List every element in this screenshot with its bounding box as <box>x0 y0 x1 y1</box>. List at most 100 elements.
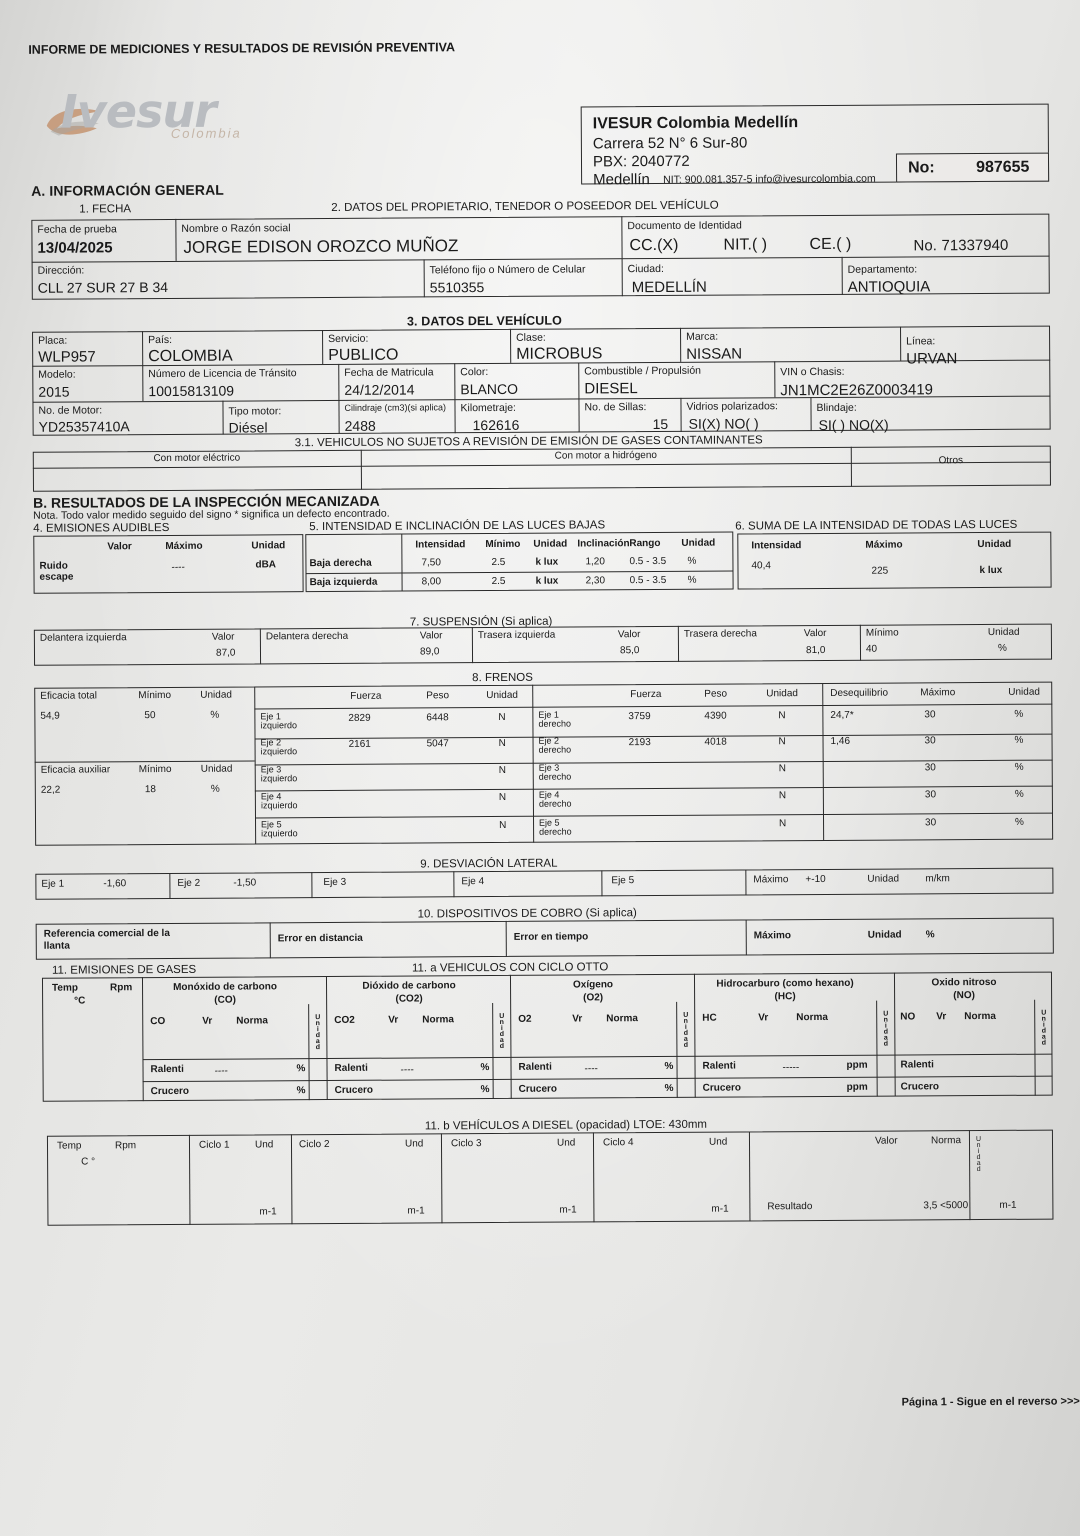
s8-row2-left2: izquierdo <box>260 773 298 784</box>
ciclo-1-unit: m-1 <box>407 1205 425 1217</box>
fecha-prueba-label: Fecha de prueba <box>37 223 117 236</box>
s10-unidad-label: Unidad <box>867 929 902 941</box>
s8-peso-header: Peso <box>426 690 450 702</box>
s8-row1-lp: 5047 <box>426 738 449 750</box>
s8-eficacia-aux-uni: % <box>210 783 220 795</box>
s8-row1-uni: % <box>1014 734 1024 746</box>
cc-checkbox[interactable]: CC.(X) <box>629 236 679 255</box>
blindaje-value[interactable]: SI( ) NO(X) <box>818 416 889 434</box>
direccion-value: CLL 27 SUR 27 B 34 <box>37 278 169 296</box>
s7-delantera-izq-valor-label: Valor <box>211 631 235 643</box>
section-2-owner-title: 2. DATOS DEL PROPIETARIO, TENEDOR O POSE… <box>331 199 719 214</box>
s8-row0-right2: derecho <box>538 718 571 729</box>
telefono-value: 5510355 <box>429 279 485 296</box>
gas-1-ralenti-label: Ralenti <box>334 1062 368 1074</box>
s8-eficacia-aux-uni-label: Unidad <box>200 763 233 775</box>
divider <box>338 363 340 400</box>
combustible-label: Combustible / Propulsión <box>584 364 702 378</box>
divider <box>900 326 902 361</box>
color-label: Color: <box>460 366 489 379</box>
gas-1-sym: (CO2) <box>395 993 423 1005</box>
cilindraje-value: 2488 <box>344 417 376 434</box>
divider <box>169 872 171 899</box>
divider <box>269 922 272 959</box>
gas-0-ralenti-value: ---- <box>214 1065 228 1077</box>
ciclo-1-und-label: Und <box>404 1138 424 1150</box>
divider <box>222 400 225 435</box>
vidrios-value[interactable]: SI(X) NO( ) <box>688 415 759 432</box>
s10-error-distancia-label: Error en distancia <box>277 932 363 945</box>
section-3-title: 3. DATOS DEL VEHÍCULO <box>406 313 562 329</box>
gas-2-unidad-vert: Unidad <box>682 1011 690 1048</box>
divider <box>841 256 844 295</box>
divider <box>680 397 683 432</box>
s5-row0-inclinacion: 1,20 <box>585 556 605 568</box>
section-6-title: 6. SUMA DE LA INTENSIDAD DE TODAS LAS LU… <box>735 518 1018 533</box>
s8-row4-max: 30 <box>925 817 937 829</box>
s8-row1-right2: derecho <box>538 744 572 755</box>
s9-unidad-label: Unidad <box>867 873 900 885</box>
s5-row0-intensidad: 7,50 <box>421 557 441 569</box>
ciclo-3-unit: m-1 <box>711 1203 729 1215</box>
cilindraje-label: Cilindraje (cm3)(si aplica) <box>344 402 447 413</box>
logo-subtext: Colombia <box>170 125 242 141</box>
s8-row0-rp: 4390 <box>704 710 727 722</box>
gas-3-c2: Vr <box>758 1012 769 1024</box>
gas-0-c2: Vr <box>202 1015 213 1027</box>
s8-row4-uni: % <box>1015 816 1024 828</box>
gas-1-ralenti-unit: % <box>480 1062 490 1074</box>
divider <box>505 920 508 957</box>
divider <box>322 330 324 365</box>
divider <box>142 365 144 402</box>
departamento-value: ANTIOQUIA <box>847 278 931 296</box>
divider <box>859 624 862 661</box>
s10-referencia-label-1: Referencia comercial de la <box>43 927 170 940</box>
s5-minimo-header: Mínimo <box>485 538 521 551</box>
s5-rango-header: Rango <box>629 537 661 550</box>
gas-3-ralenti-unit: ppm <box>846 1059 868 1071</box>
s11b-resultado-label: Resultado <box>767 1201 813 1213</box>
s6-intensidad-value: 40,4 <box>751 560 771 572</box>
section-11a-title: 11. a VEHICULOS CON CICLO OTTO <box>411 961 609 975</box>
s4-row-label-2: escape <box>39 571 74 583</box>
s5-row1-rango: 0.5 - 3.5 <box>629 574 667 587</box>
clase-label: Clase: <box>516 331 546 344</box>
s9-eje1-value: -1,60 <box>103 878 127 890</box>
s8-row0-lp: 6448 <box>426 712 449 724</box>
linea-value: URVAN <box>906 350 958 368</box>
s9-maximo-value: +-10 <box>805 873 826 886</box>
nit-checkbox[interactable]: NIT.( ) <box>723 236 768 254</box>
blindaje-label: Blindaje: <box>816 401 857 415</box>
gas-2-c1: O2 <box>518 1013 532 1025</box>
modelo-label: Modelo: <box>38 368 76 381</box>
pais-label: País: <box>148 333 173 347</box>
gas-0-crucero-unit: % <box>296 1085 306 1097</box>
s4-maximo-value: ---- <box>171 561 185 573</box>
otros-header: Otros <box>938 455 964 467</box>
tipo-motor-label: Tipo motor: <box>228 405 282 418</box>
company-name: IVESUR Colombia Medellín <box>592 114 799 133</box>
kilometraje-value: 162616 <box>472 416 520 434</box>
ce-checkbox[interactable]: CE.( ) <box>809 235 852 254</box>
ciclo-2-unit: m-1 <box>559 1204 577 1216</box>
gas-2-name: Oxígeno <box>572 979 614 991</box>
section-4-title: 4. EMISIONES AUDIBLES <box>33 521 170 535</box>
s4-unidad-header: Unidad <box>251 540 286 552</box>
gas-1-c1: CO2 <box>334 1014 355 1026</box>
s4-row-label-1: Ruido <box>39 560 68 572</box>
s7-delantera-der-value: 89,0 <box>419 646 440 658</box>
s9-maximo-label: Máximo <box>753 874 789 886</box>
s7-delantera-izq-value: 87,0 <box>215 647 236 659</box>
s10-maximo-label: Máximo <box>753 930 791 942</box>
s5-row1-intensidad: 8,00 <box>421 576 442 588</box>
divider <box>578 362 580 399</box>
s4-valor-header: Valor <box>107 541 132 553</box>
divider <box>510 328 512 363</box>
s11b-temp-label: Temp <box>56 1140 82 1152</box>
clase-value: MICROBUS <box>516 345 603 363</box>
section-b-note: Nota. Todo valor medido seguido del sign… <box>33 507 390 522</box>
company-nit-email: NIT: 900.081.357-5 info@ivesurcolombia.c… <box>663 172 876 186</box>
divider <box>259 628 262 665</box>
s8-desequilibrio-header: Desequilibrio <box>830 687 889 699</box>
s4-unidad-value: dBA <box>255 559 277 571</box>
